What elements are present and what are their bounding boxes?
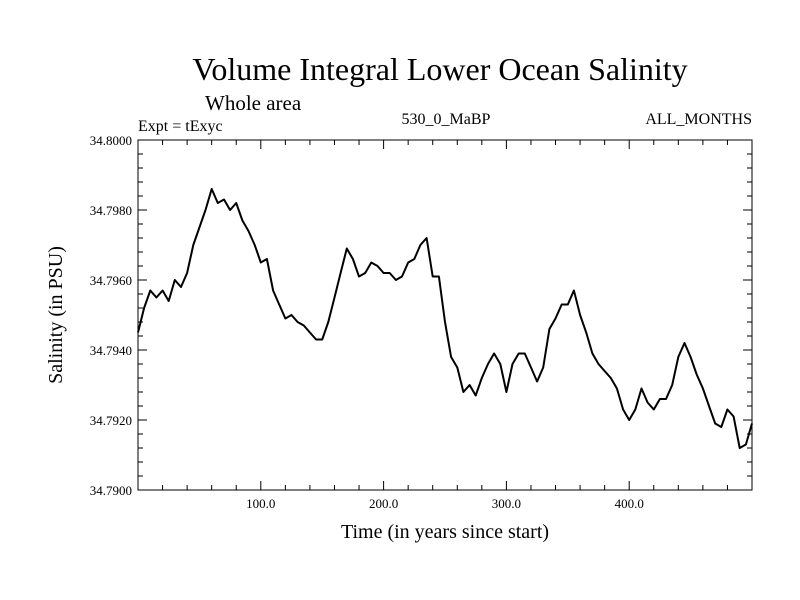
y-tick-label: 34.7960 bbox=[90, 273, 132, 288]
x-tick-label: 100.0 bbox=[246, 496, 275, 511]
y-tick-label: 34.7940 bbox=[90, 343, 132, 358]
plot-area: 100.0 200.0 300.0 400.0 34.7900 34.7920 34.794… bbox=[90, 133, 753, 511]
run-label: 530_0_MaBP bbox=[402, 111, 491, 128]
chart-subtitle: Whole area bbox=[205, 91, 302, 115]
x-tick-label: 300.0 bbox=[492, 496, 521, 511]
x-tick-label: 200.0 bbox=[369, 496, 398, 511]
x-axis-label: Time (in years since start) bbox=[341, 521, 549, 543]
y-axis-label: Salinity (in PSU) bbox=[45, 246, 67, 384]
plot-frame bbox=[137, 139, 753, 491]
x-tick-label: 400.0 bbox=[615, 496, 644, 511]
y-tick-label: 34.7980 bbox=[90, 203, 132, 218]
experiment-label: Expt = tExyc bbox=[138, 118, 223, 135]
salinity-series-line bbox=[137, 188, 753, 449]
months-label: ALL_MONTHS bbox=[645, 111, 752, 128]
y-tick-label: 34.7900 bbox=[90, 483, 132, 498]
chart-title: Volume Integral Lower Ocean Salinity bbox=[192, 51, 687, 87]
y-tick-label: 34.8000 bbox=[90, 133, 132, 148]
y-tick-label: 34.7920 bbox=[90, 413, 132, 428]
